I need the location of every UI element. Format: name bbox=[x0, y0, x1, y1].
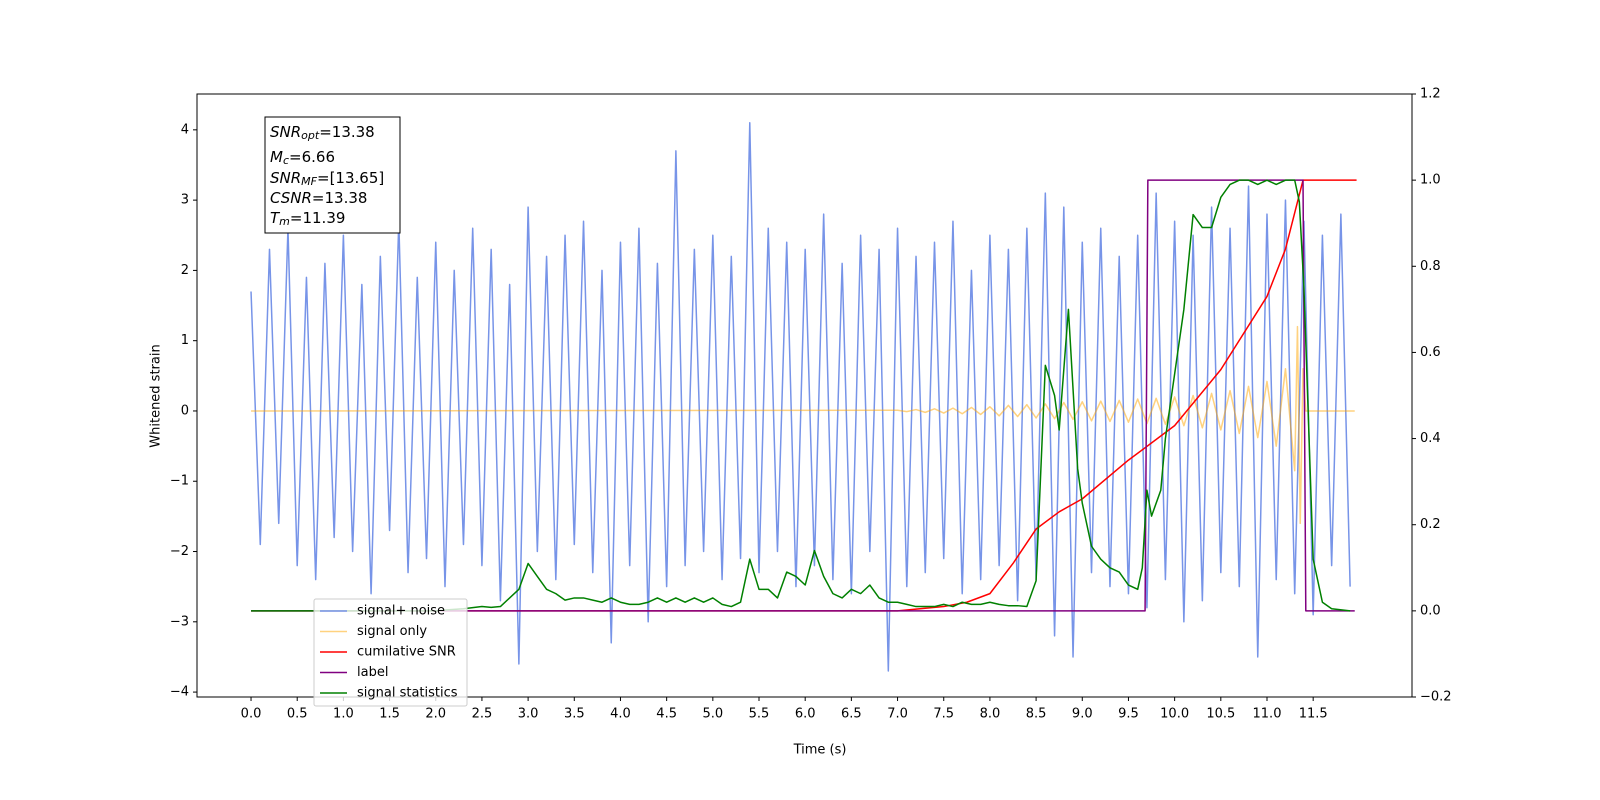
y-axis-label: Whitened strain bbox=[149, 344, 164, 447]
plot-frame bbox=[196, 93, 1413, 698]
y-tick-label: 3 bbox=[181, 193, 189, 208]
y2-tick-label: 1.2 bbox=[1420, 87, 1441, 102]
y-tick-label: −4 bbox=[170, 685, 189, 700]
annotation-text: =6.66 bbox=[289, 148, 335, 166]
annotation-text: =13.38 bbox=[319, 123, 375, 141]
x-tick-label: 5.0 bbox=[702, 707, 723, 722]
annotation-sub: c bbox=[283, 154, 289, 167]
y-tick-label: 4 bbox=[181, 122, 189, 137]
annotation: Mc=6.66 bbox=[270, 148, 335, 168]
series-line bbox=[251, 179, 1357, 612]
x-tick-label: 1.0 bbox=[333, 707, 354, 722]
y-tick-label: −3 bbox=[170, 614, 189, 629]
annotation: CSNR=13.38 bbox=[270, 189, 367, 207]
x-tick-label: 2.0 bbox=[425, 707, 446, 722]
annotation-text: =11.39 bbox=[290, 209, 346, 227]
y-tick-label: −2 bbox=[170, 544, 189, 559]
annotation-text: =13.38 bbox=[312, 189, 368, 207]
x-tick-label: 0.0 bbox=[241, 707, 262, 722]
x-tick-label: 4.5 bbox=[656, 707, 677, 722]
y2-tick-label: 1.0 bbox=[1420, 173, 1441, 188]
y2-tick-label: 0.0 bbox=[1420, 603, 1441, 618]
y2-tick-label: 0.6 bbox=[1420, 345, 1441, 360]
annotation-sub: m bbox=[279, 215, 290, 228]
x-tick-label: 10.0 bbox=[1160, 707, 1189, 722]
x-tick-label: 1.5 bbox=[379, 707, 400, 722]
x-tick-label: 4.0 bbox=[610, 707, 631, 722]
x-tick-label: 6.5 bbox=[841, 707, 862, 722]
annotation-symbol: SNR bbox=[270, 123, 301, 141]
x-tick-label: 5.5 bbox=[749, 707, 770, 722]
legend-label: cumilative SNR bbox=[357, 645, 456, 660]
annotation-sub: MF bbox=[301, 175, 317, 188]
plot-area bbox=[250, 122, 1357, 672]
legend-label: label bbox=[357, 665, 388, 680]
x-tick-label: 11.0 bbox=[1253, 707, 1282, 722]
annotation-box bbox=[264, 116, 401, 234]
y-tick-label: 2 bbox=[181, 263, 189, 278]
legend-label: signal only bbox=[357, 624, 427, 639]
x-tick-label: 6.0 bbox=[795, 707, 816, 722]
x-tick-label: 9.0 bbox=[1072, 707, 1093, 722]
x-tick-label: 7.0 bbox=[887, 707, 908, 722]
annotation: SNRMF=[13.65] bbox=[270, 169, 384, 189]
y2-tick-label: 0.2 bbox=[1420, 517, 1441, 532]
x-tick-label: 11.5 bbox=[1299, 707, 1328, 722]
x-tick-label: 2.5 bbox=[472, 707, 493, 722]
x-tick-label: 0.5 bbox=[287, 707, 308, 722]
series-line bbox=[251, 325, 1355, 525]
x-tick-label: 8.0 bbox=[980, 707, 1001, 722]
legend-label: signal statistics bbox=[357, 686, 458, 701]
annotation-symbol: SNR bbox=[270, 169, 301, 187]
y-tick-label: 1 bbox=[181, 333, 189, 348]
annotation-symbol: M bbox=[270, 148, 283, 166]
y2-tick-label: 0.4 bbox=[1420, 431, 1441, 446]
series-line bbox=[250, 122, 1351, 672]
x-tick-label: 3.5 bbox=[564, 707, 585, 722]
x-tick-label: 8.5 bbox=[1026, 707, 1047, 722]
series-line bbox=[251, 179, 1351, 612]
x-tick-label: 3.0 bbox=[518, 707, 539, 722]
y-tick-label: −1 bbox=[170, 474, 189, 489]
annotation-symbol: T bbox=[270, 209, 281, 227]
x-tick-label: 10.5 bbox=[1206, 707, 1235, 722]
y2-tick-label: −0.2 bbox=[1420, 690, 1452, 705]
y2-tick-label: 0.8 bbox=[1420, 259, 1441, 274]
legend-label: signal+ noise bbox=[357, 604, 445, 619]
annotation: SNRopt=13.38 bbox=[270, 123, 375, 143]
y-tick-label: 0 bbox=[181, 403, 189, 418]
annotation-symbol: CSNR bbox=[270, 189, 312, 207]
annotation-sub: opt bbox=[301, 129, 320, 142]
x-tick-label: 7.5 bbox=[933, 707, 954, 722]
annotation: Tm=11.39 bbox=[270, 209, 345, 229]
x-axis-label: Time (s) bbox=[793, 743, 847, 758]
legend-box bbox=[313, 598, 468, 707]
x-tick-label: 9.5 bbox=[1118, 707, 1139, 722]
annotation-text: =[13.65] bbox=[317, 169, 384, 187]
series-line bbox=[251, 179, 1355, 612]
